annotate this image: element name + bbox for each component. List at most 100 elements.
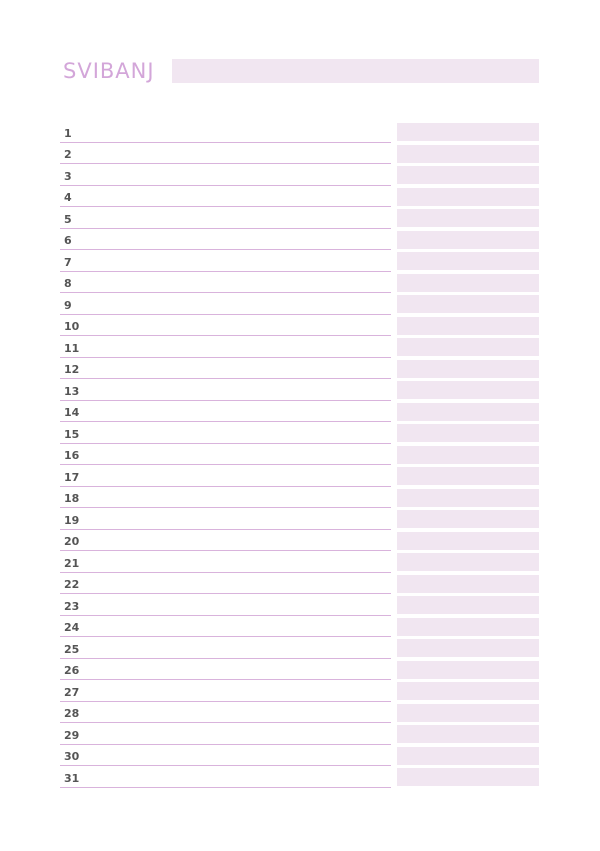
day-row[interactable]: 4: [60, 186, 539, 207]
day-row[interactable]: 21: [60, 551, 539, 573]
day-writing-line[interactable]: [60, 700, 391, 702]
day-number: 27: [64, 685, 80, 699]
day-row[interactable]: 16: [60, 444, 539, 465]
day-note-box[interactable]: [397, 402, 539, 421]
day-row[interactable]: 30: [60, 745, 539, 766]
day-note-box[interactable]: [397, 273, 539, 292]
day-number: 18: [64, 492, 80, 505]
day-writing-line[interactable]: [60, 507, 391, 508]
day-note-box[interactable]: [397, 445, 539, 464]
day-row[interactable]: 5: [60, 207, 539, 229]
day-row[interactable]: 12: [60, 358, 539, 379]
day-row[interactable]: 2: [60, 143, 539, 164]
day-note-box[interactable]: [397, 230, 539, 249]
day-writing-line[interactable]: [60, 571, 391, 573]
day-writing-line[interactable]: [60, 356, 391, 358]
day-row[interactable]: 14: [60, 401, 539, 422]
day-number: 23: [64, 599, 80, 613]
day-writing-line[interactable]: [60, 550, 391, 551]
day-writing-line[interactable]: [60, 765, 391, 766]
day-row[interactable]: 31: [60, 766, 539, 788]
day-note-box[interactable]: [397, 510, 539, 528]
day-row[interactable]: 18: [60, 487, 539, 508]
day-note-box[interactable]: [397, 144, 539, 163]
day-note-box[interactable]: [397, 381, 539, 399]
day-writing-line[interactable]: [60, 141, 391, 143]
day-note-box[interactable]: [397, 660, 539, 679]
day-writing-line[interactable]: [60, 614, 391, 616]
day-row[interactable]: 15: [60, 422, 539, 444]
day-note-box[interactable]: [397, 703, 539, 722]
day-row[interactable]: 27: [60, 680, 539, 702]
day-note-box[interactable]: [397, 209, 539, 227]
day-note-box[interactable]: [397, 682, 539, 700]
day-row[interactable]: 13: [60, 379, 539, 401]
day-note-box[interactable]: [397, 187, 539, 206]
day-row[interactable]: 10: [60, 315, 539, 336]
day-note-box[interactable]: [397, 316, 539, 335]
day-row[interactable]: 19: [60, 508, 539, 530]
day-note-box[interactable]: [397, 639, 539, 657]
day-writing-line[interactable]: [60, 163, 391, 164]
day-writing-line[interactable]: [60, 442, 391, 444]
day-note-box[interactable]: [397, 488, 539, 507]
day-number: 20: [64, 535, 80, 548]
day-note-box[interactable]: [397, 252, 539, 270]
day-number: 29: [64, 728, 80, 742]
day-writing-line[interactable]: [60, 313, 391, 315]
day-row[interactable]: 3: [60, 164, 539, 186]
day-note-box[interactable]: [397, 123, 539, 141]
day-row[interactable]: 26: [60, 659, 539, 680]
day-writing-line[interactable]: [60, 206, 391, 207]
day-note-box[interactable]: [397, 338, 539, 356]
day-row[interactable]: 29: [60, 723, 539, 745]
day-writing-line[interactable]: [60, 184, 391, 186]
day-row[interactable]: 11: [60, 336, 539, 358]
day-writing-line[interactable]: [60, 786, 391, 788]
day-note-box[interactable]: [397, 531, 539, 550]
day-writing-line[interactable]: [60, 528, 391, 530]
day-note-box[interactable]: [397, 596, 539, 614]
day-writing-line[interactable]: [60, 722, 391, 723]
day-writing-line[interactable]: [60, 593, 391, 594]
day-row[interactable]: 9: [60, 293, 539, 315]
day-writing-line[interactable]: [60, 679, 391, 680]
day-writing-line[interactable]: [60, 636, 391, 637]
day-number: 26: [64, 664, 80, 677]
day-writing-line[interactable]: [60, 227, 391, 229]
day-row[interactable]: 7: [60, 250, 539, 272]
day-note-box[interactable]: [397, 166, 539, 184]
day-writing-line[interactable]: [60, 399, 391, 401]
month-notes-field[interactable]: [172, 59, 539, 83]
day-writing-line[interactable]: [60, 335, 391, 336]
day-row[interactable]: 25: [60, 637, 539, 659]
day-note-box[interactable]: [397, 295, 539, 313]
day-row[interactable]: 17: [60, 465, 539, 487]
day-writing-line[interactable]: [60, 378, 391, 379]
day-note-box[interactable]: [397, 359, 539, 378]
day-row[interactable]: 20: [60, 530, 539, 551]
day-row[interactable]: 8: [60, 272, 539, 293]
day-row[interactable]: 22: [60, 573, 539, 594]
day-row[interactable]: 24: [60, 616, 539, 637]
day-writing-line[interactable]: [60, 657, 391, 659]
day-note-box[interactable]: [397, 746, 539, 765]
day-writing-line[interactable]: [60, 743, 391, 745]
day-note-box[interactable]: [397, 467, 539, 485]
day-note-box[interactable]: [397, 768, 539, 786]
day-writing-line[interactable]: [60, 485, 391, 487]
day-row[interactable]: 6: [60, 229, 539, 250]
day-note-box[interactable]: [397, 553, 539, 571]
day-note-box[interactable]: [397, 617, 539, 636]
day-note-box[interactable]: [397, 574, 539, 593]
day-note-box[interactable]: [397, 725, 539, 743]
day-row[interactable]: 23: [60, 594, 539, 616]
day-writing-line[interactable]: [60, 464, 391, 465]
day-note-box[interactable]: [397, 424, 539, 442]
day-row[interactable]: 28: [60, 702, 539, 723]
day-row[interactable]: 1: [60, 121, 539, 143]
day-writing-line[interactable]: [60, 270, 391, 272]
day-writing-line[interactable]: [60, 292, 391, 293]
day-writing-line[interactable]: [60, 421, 391, 422]
day-writing-line[interactable]: [60, 249, 391, 250]
